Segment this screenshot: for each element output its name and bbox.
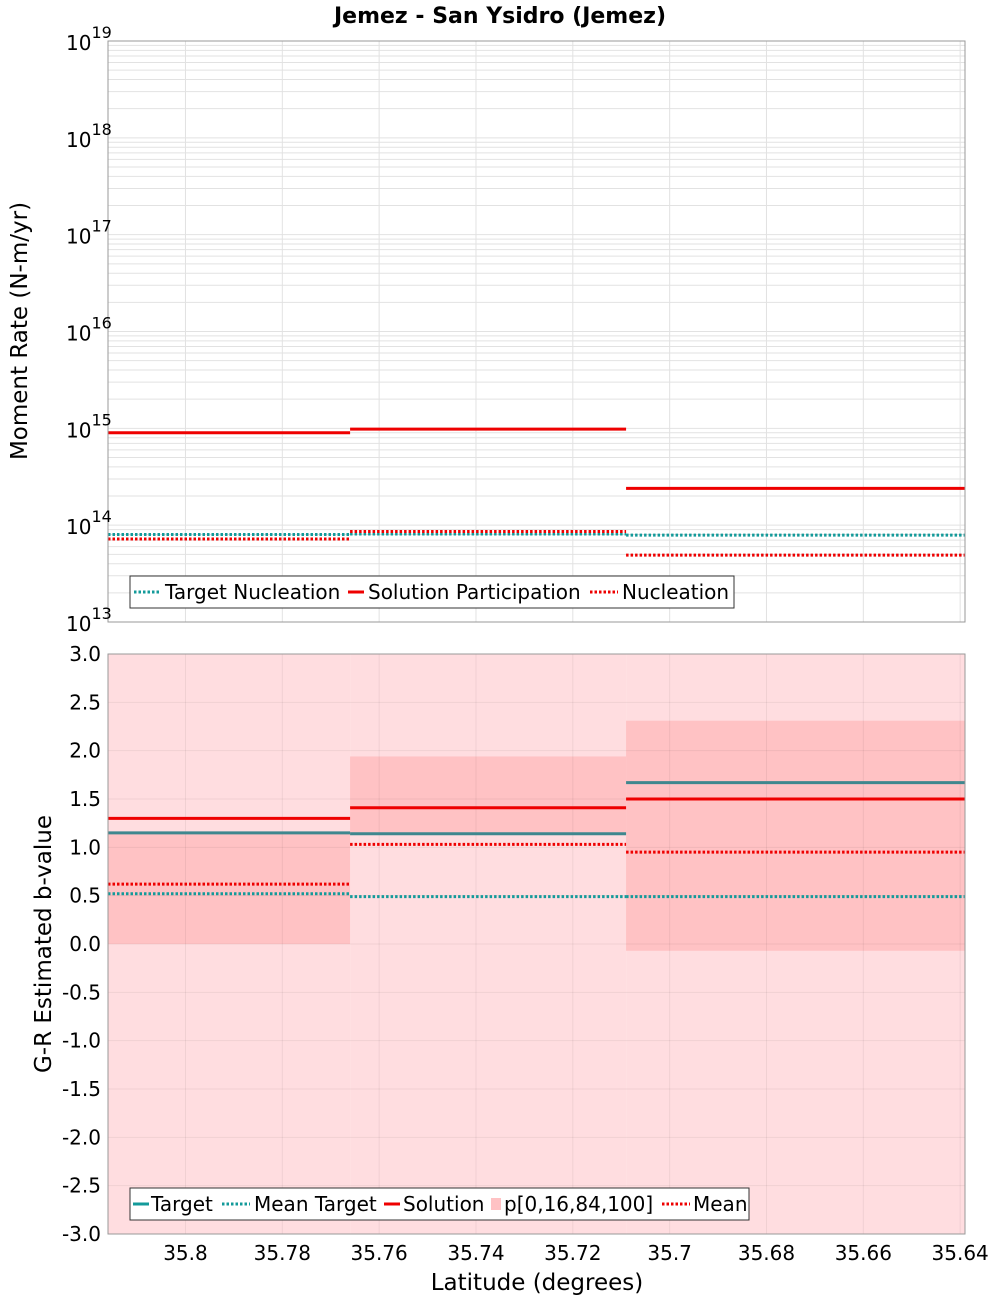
band-inner xyxy=(350,756,627,835)
bottom-y-tick-label: -2.5 xyxy=(62,1174,101,1198)
top-plot-frame xyxy=(107,40,966,623)
top-y-tick-labels: 1013 1014 1015 1016 1017 1018 1019 xyxy=(66,23,112,636)
x-tick-labels: 35.8 35.78 35.76 35.74 35.72 35.7 35.68 35.66 35… xyxy=(163,1241,989,1265)
band-outer xyxy=(350,654,627,1234)
percentile-bands xyxy=(108,654,965,1234)
legend-label-mean: Mean xyxy=(693,1192,748,1216)
top-y-tick-label: 1014 xyxy=(66,507,112,539)
chart-title: Jemez - San Ysidro (Jemez) xyxy=(332,4,666,29)
bottom-series-group xyxy=(108,781,965,899)
legend-label-mean-target: Mean Target xyxy=(254,1192,377,1216)
legend-label-target: Target xyxy=(150,1192,213,1216)
x-tick-label: 35.76 xyxy=(351,1241,408,1265)
top-series-group xyxy=(108,427,965,557)
top-y-tick-label: 1019 xyxy=(66,23,112,55)
x-tick-label: 35.8 xyxy=(163,1241,208,1265)
bottom-y-tick-label: -0.5 xyxy=(62,980,101,1004)
top-y-tick-label: 1016 xyxy=(66,314,112,346)
top-legend-box xyxy=(129,575,735,609)
moment-rate-panel: 1013 1014 1015 1016 1017 1018 1019 Moment Rate… xyxy=(7,23,966,636)
x-tick-label: 35.78 xyxy=(254,1241,311,1265)
bottom-plot-frame xyxy=(107,653,966,1235)
bottom-y-tick-label: -3.0 xyxy=(62,1222,101,1246)
x-tick-label: 35.7 xyxy=(647,1241,692,1265)
legend-label-nucleation: Nucleation xyxy=(622,580,729,604)
bottom-y-tick-label: 1.5 xyxy=(69,787,101,811)
bottom-y-tick-label: -2.0 xyxy=(62,1125,101,1149)
bottom-y-tick-labels: 3.0 2.5 2.0 1.5 1.0 0.5 0.0 -0.5 -1.0 -1.5 -2.0 -2.… xyxy=(62,642,101,1246)
x-axis-title: Latitude (degrees) xyxy=(431,1270,644,1296)
bottom-y-tick-label: 3.0 xyxy=(69,642,101,666)
legend-label-solution-participation: Solution Participation xyxy=(368,580,581,604)
bottom-y-tick-label: 1.0 xyxy=(69,835,101,859)
legend-label-target-nucleation: Target Nucleation xyxy=(164,580,340,604)
bottom-y-tick-label: 2.5 xyxy=(69,690,101,714)
bottom-y-tick-label: 0.5 xyxy=(69,884,101,908)
b-value-panel: 3.0 2.5 2.0 1.5 1.0 0.5 0.0 -0.5 -1.0 -1.5 -2.0 -2.… xyxy=(31,642,989,1296)
bottom-y-axis-title: G-R Estimated b-value xyxy=(31,815,57,1073)
bottom-legend: Target Mean Target Solution p[0,16,84,10… xyxy=(129,1187,750,1221)
legend-label-solution: Solution xyxy=(403,1192,484,1216)
top-legend: Target Nucleation Solution Participation… xyxy=(129,575,735,609)
top-y-tick-label: 1015 xyxy=(66,410,112,442)
legend-label-percentile-band: p[0,16,84,100] xyxy=(504,1192,653,1216)
top-y-tick-label: 1017 xyxy=(66,217,112,249)
x-tick-label: 35.66 xyxy=(835,1241,892,1265)
bottom-y-tick-label: -1.0 xyxy=(62,1029,101,1053)
x-tick-label: 35.68 xyxy=(738,1241,795,1265)
bottom-y-tick-label: 2.0 xyxy=(69,739,101,763)
legend-swatch-percentile-band xyxy=(491,1198,501,1210)
top-y-tick-label: 1018 xyxy=(66,120,112,152)
band-inner xyxy=(626,720,965,951)
top-y-axis-title: Moment Rate (N-m/yr) xyxy=(7,202,33,460)
x-tick-label: 35.64 xyxy=(932,1241,989,1265)
x-tick-label: 35.72 xyxy=(544,1241,601,1265)
x-tick-label: 35.74 xyxy=(447,1241,504,1265)
bottom-y-tick-label: -1.5 xyxy=(62,1077,101,1101)
bottom-y-tick-label: 0.0 xyxy=(69,932,101,956)
band-inner xyxy=(108,832,351,944)
top-y-tick-label: 1013 xyxy=(66,604,112,636)
